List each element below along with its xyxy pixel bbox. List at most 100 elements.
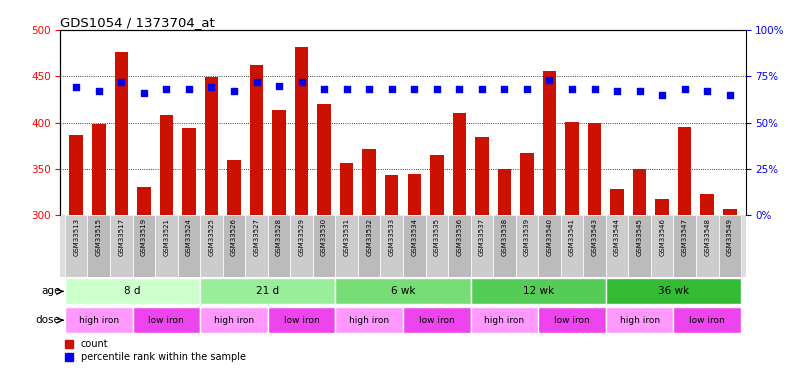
Point: [566, 86, 579, 92]
Bar: [363, 148, 376, 215]
Text: GSM33527: GSM33527: [254, 218, 260, 256]
Bar: [497, 169, 511, 215]
Point: [700, 88, 713, 94]
Bar: [268, 215, 290, 277]
Bar: [245, 215, 268, 277]
Point: [340, 86, 353, 92]
Text: GSM33524: GSM33524: [186, 218, 192, 256]
Bar: [633, 169, 646, 215]
Bar: [358, 215, 380, 277]
Bar: [453, 113, 466, 215]
Text: 8 d: 8 d: [124, 286, 141, 296]
Text: low iron: low iron: [419, 316, 455, 325]
Bar: [408, 174, 421, 215]
Point: [408, 86, 421, 92]
Text: GSM33515: GSM33515: [96, 218, 102, 256]
Bar: [606, 278, 741, 304]
Text: high iron: high iron: [349, 316, 389, 325]
Bar: [65, 307, 132, 333]
Bar: [177, 215, 200, 277]
Text: age: age: [41, 286, 60, 296]
Point: [70, 84, 83, 90]
Bar: [295, 46, 309, 215]
Text: GSM33534: GSM33534: [411, 218, 418, 256]
Bar: [629, 215, 651, 277]
Bar: [678, 127, 692, 215]
Text: low iron: low iron: [689, 316, 725, 325]
Text: high iron: high iron: [484, 316, 525, 325]
Text: 21 d: 21 d: [256, 286, 280, 296]
Text: GSM33533: GSM33533: [388, 218, 395, 256]
Text: high iron: high iron: [79, 316, 118, 325]
Bar: [403, 307, 471, 333]
Point: [250, 79, 263, 85]
Bar: [92, 124, 106, 215]
Text: GSM33537: GSM33537: [479, 218, 485, 256]
Text: high iron: high iron: [214, 316, 254, 325]
Bar: [542, 71, 556, 215]
Point: [137, 90, 150, 96]
Bar: [290, 215, 313, 277]
Text: GSM33532: GSM33532: [366, 218, 372, 256]
Bar: [114, 52, 128, 215]
Bar: [313, 215, 335, 277]
Point: [588, 86, 601, 92]
Bar: [606, 307, 674, 333]
Text: low iron: low iron: [555, 316, 590, 325]
Bar: [227, 160, 241, 215]
Point: [385, 86, 398, 92]
Text: GSM33539: GSM33539: [524, 218, 530, 256]
Text: GSM33548: GSM33548: [704, 218, 710, 256]
Point: [498, 86, 511, 92]
Point: [656, 92, 669, 98]
Text: GSM33544: GSM33544: [614, 218, 620, 256]
Bar: [335, 307, 403, 333]
Text: GSM33517: GSM33517: [118, 218, 124, 256]
Bar: [205, 77, 218, 215]
Text: GSM33547: GSM33547: [682, 218, 688, 256]
Text: GSM33541: GSM33541: [569, 218, 575, 256]
Bar: [696, 215, 718, 277]
Point: [114, 79, 127, 85]
Bar: [132, 307, 200, 333]
Bar: [430, 155, 443, 215]
Bar: [674, 307, 741, 333]
Text: 12 wk: 12 wk: [522, 286, 554, 296]
Point: [453, 86, 466, 92]
Bar: [110, 215, 132, 277]
Bar: [700, 194, 714, 215]
Text: low iron: low iron: [284, 316, 319, 325]
Text: GSM33549: GSM33549: [727, 218, 733, 256]
Bar: [222, 215, 245, 277]
Text: 36 wk: 36 wk: [658, 286, 689, 296]
Point: [272, 82, 285, 88]
Text: GSM33513: GSM33513: [73, 218, 79, 256]
Bar: [200, 278, 335, 304]
Bar: [718, 215, 741, 277]
Text: GSM33540: GSM33540: [546, 218, 552, 256]
Bar: [588, 123, 601, 215]
Text: GSM33531: GSM33531: [343, 218, 350, 256]
Bar: [426, 215, 448, 277]
Bar: [132, 215, 155, 277]
Bar: [335, 215, 358, 277]
Point: [521, 86, 534, 92]
Text: low iron: low iron: [148, 316, 185, 325]
Bar: [88, 215, 110, 277]
Point: [430, 86, 443, 92]
Bar: [538, 307, 606, 333]
Point: [723, 92, 736, 98]
Bar: [651, 215, 674, 277]
Bar: [200, 307, 268, 333]
Point: [295, 79, 308, 85]
Point: [679, 86, 692, 92]
Text: GSM33543: GSM33543: [592, 218, 597, 256]
Bar: [69, 135, 83, 215]
Legend: count, percentile rank within the sample: count, percentile rank within the sample: [65, 339, 246, 362]
Point: [205, 84, 218, 90]
Point: [318, 86, 330, 92]
Point: [182, 86, 195, 92]
Bar: [155, 215, 177, 277]
Text: GSM33519: GSM33519: [141, 218, 147, 256]
Point: [227, 88, 240, 94]
